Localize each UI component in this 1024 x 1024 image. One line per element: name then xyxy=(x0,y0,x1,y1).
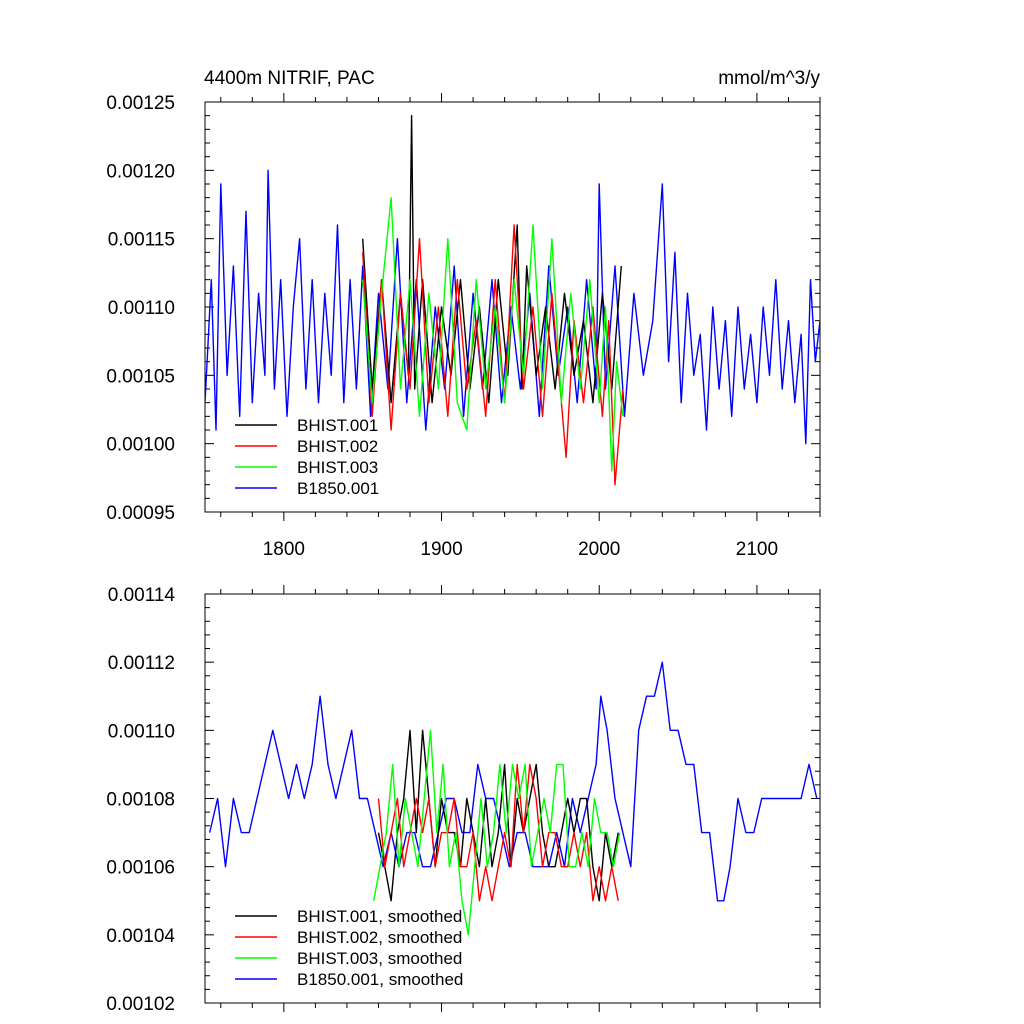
x-tick-label: 1900 xyxy=(420,539,462,560)
y-tick-label: 0.00100 xyxy=(106,435,175,456)
legend-label: BHIST.003 xyxy=(297,458,378,477)
bottom-panel: 0.00102 0.00104 0.00106 0.00108 0.00110 0.001… xyxy=(106,585,821,1015)
y-tick-label: 0.00115 xyxy=(108,230,175,251)
series-line-0 xyxy=(377,729,619,902)
y-tick-label: 0.00110 xyxy=(108,721,175,742)
series-line-2 xyxy=(362,196,624,472)
legend-label: BHIST.002, smoothed xyxy=(297,928,462,947)
series-group xyxy=(209,661,818,936)
legend-label: BHIST.002 xyxy=(297,437,378,456)
chart-title: 4400m NITRIF, PAC xyxy=(204,68,375,89)
series-line-1 xyxy=(362,224,624,486)
y-tick-label: 0.00120 xyxy=(106,161,175,182)
units-label: mmol/m^3/y xyxy=(718,68,820,89)
legend-label: B1850.001 xyxy=(297,479,379,498)
legend-label: B1850.001, smoothed xyxy=(297,970,463,989)
x-tick-label: 2000 xyxy=(578,539,620,560)
y-tick-label: 0.00105 xyxy=(106,366,175,387)
x-tick-label: 2100 xyxy=(736,539,778,560)
y-tick-label: 0.00125 xyxy=(106,93,175,114)
y-tick-label: 0.00108 xyxy=(106,790,175,811)
y-tick-label: 0.00110 xyxy=(108,298,175,319)
legend-label: BHIST.003, smoothed xyxy=(297,949,462,968)
y-tick-label: 0.00104 xyxy=(106,926,175,947)
top-panel: 4400m NITRIF, PAC mmol/m^3/y 0.00095 0.00… xyxy=(106,68,821,560)
series-line-2 xyxy=(373,729,621,936)
legend-label: BHIST.001, smoothed xyxy=(297,907,462,926)
series-group xyxy=(205,114,820,486)
series-line-3 xyxy=(209,661,818,902)
y-tick-label: 0.00106 xyxy=(106,858,175,879)
y-tick-label: 0.00102 xyxy=(106,994,175,1015)
legend-label: BHIST.001 xyxy=(297,416,378,435)
y-tick-label: 0.00112 xyxy=(108,653,175,674)
y-tick-label: 0.00095 xyxy=(106,503,175,524)
y-tick-label: 0.00114 xyxy=(108,585,176,606)
series-line-3 xyxy=(205,169,820,445)
x-tick-label: 1800 xyxy=(263,539,305,560)
